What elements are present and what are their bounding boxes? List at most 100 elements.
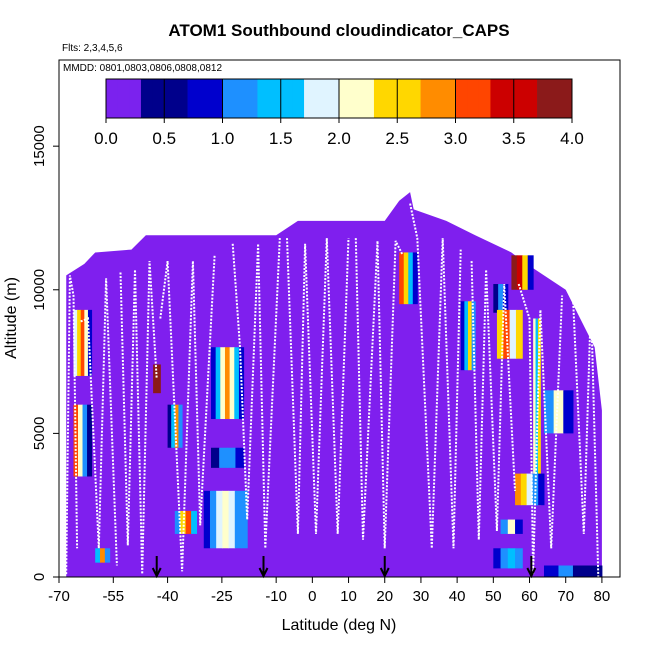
plot-area (65, 192, 603, 577)
colorbar-tick-label-1: 0.5 (152, 129, 176, 148)
colorbar-segment-11 (234, 79, 247, 118)
sonde-markers (151, 556, 537, 579)
x-tick-label-9: 40 (449, 588, 466, 605)
cloud-cell-2-1 (100, 548, 106, 563)
cloud-cell-8-0 (203, 490, 211, 549)
colorbar-segment-31 (467, 79, 480, 118)
x-axis-label: Latitude (deg N) (282, 617, 397, 634)
cloud-cell-19-1 (558, 565, 574, 577)
flight-track-2 (119, 261, 158, 575)
cloud-cell-17-2 (515, 519, 523, 534)
x-tick-label-6: 10 (340, 588, 357, 605)
colorbar-segment-10 (222, 79, 235, 118)
y-axis-label: Altitude (m) (3, 277, 20, 359)
background-coverage (66, 192, 602, 577)
colorbar-segment-6 (175, 79, 188, 118)
cloud-cell-8-5 (234, 490, 242, 549)
colorbar-segment-30 (455, 79, 468, 118)
colorbar-segment-13 (257, 79, 270, 118)
colorbar-tick-label-8: 4.0 (560, 129, 584, 148)
cloud-cell-7-1 (219, 447, 228, 468)
colorbar-segment-20 (339, 79, 352, 118)
cloud-cell-10-1 (464, 301, 469, 371)
cloud-cell-16-2 (507, 548, 516, 569)
cloud-cell-1-2 (82, 404, 88, 477)
colorbar-segment-17 (304, 79, 317, 118)
colorbar-tick-label-3: 1.5 (269, 129, 293, 148)
cloud-cell-9-1 (403, 252, 409, 305)
x-tick-label-1: -55 (102, 588, 124, 605)
flight-track-1 (80, 278, 118, 566)
colorbar-tick-label-0: 0.0 (94, 129, 118, 148)
cloud-cell-2-0 (95, 548, 101, 563)
x-tick-label-12: 70 (557, 588, 574, 605)
x-tick-label-4: -10 (265, 588, 287, 605)
cloud-cell-17-0 (500, 519, 509, 534)
cloud-cell-0-2 (80, 309, 85, 376)
cloud-cell-18-1 (553, 390, 564, 434)
colorbar-tick-label-6: 3.0 (444, 129, 468, 148)
cloud-cell-13-2 (522, 255, 529, 290)
cloud-cell-8-2 (216, 490, 223, 549)
cloud-cell-15-1 (520, 473, 528, 506)
cloud-cell-13-3 (527, 255, 534, 290)
flights-note: Flts: 2,3,4,5,6 (62, 43, 123, 54)
cloud-cell-14-2 (537, 318, 541, 506)
cloud-cell-10-2 (467, 301, 473, 371)
cloud-cell-4-1 (171, 404, 176, 448)
cloud-cell-6-4 (229, 347, 235, 420)
cloud-cell-9-3 (412, 252, 418, 305)
colorbar-segment-23 (373, 79, 386, 118)
colorbar-segment-38 (548, 79, 561, 118)
colorbar-segment-15 (280, 79, 293, 118)
colorbar-segment-19 (327, 79, 340, 118)
colorbar-segment-24 (385, 79, 398, 118)
colorbar-segment-26 (408, 79, 421, 118)
cloud-cell-12-0 (496, 309, 504, 359)
cloud-cell-15-2 (526, 473, 533, 506)
x-tick-label-11: 60 (521, 588, 538, 605)
x-axis: -70 -55 -40 -25 -10 0 10 20 30 40 50 60 70 80 (48, 577, 610, 605)
colorbar-segment-12 (245, 79, 258, 118)
colorbar-segment-39 (560, 79, 573, 118)
x-tick-label-0: -70 (48, 588, 70, 605)
colorbar-segment-36 (525, 79, 538, 118)
colorbar-segment-18 (315, 79, 328, 118)
cloud-cell-1-0 (73, 404, 79, 477)
colorbar-segment-37 (537, 79, 550, 118)
x-tick-label-5: 0 (308, 588, 316, 605)
cloud-cell-5-0 (174, 510, 181, 534)
cloud-cell-7-0 (211, 447, 220, 468)
cloud-cell-9-2 (408, 252, 414, 305)
cloud-cell-11-0 (493, 284, 499, 313)
colorbar-segment-21 (350, 79, 363, 118)
coverage-area (66, 192, 602, 577)
flight-track-7 (409, 203, 462, 549)
colorbar-segment-28 (432, 79, 445, 118)
cloud-cell-7-3 (235, 447, 245, 468)
cloud-cell-8-1 (209, 490, 217, 549)
cloud-cell-8-3 (222, 490, 230, 549)
flight-track-0 (65, 275, 79, 575)
colorbar-segment-1 (117, 79, 130, 118)
chart-title: ATOM1 Southbound cloudindicator_CAPS (168, 21, 509, 40)
colorbar-segment-8 (199, 79, 212, 118)
cloud-cell-13-0 (511, 255, 518, 290)
x-tick-label-3: -25 (211, 588, 233, 605)
colorbar-tick-label-5: 2.5 (385, 129, 409, 148)
colorbar-segment-0 (106, 79, 119, 118)
cloud-cell-19-3 (587, 565, 603, 577)
y-tick-label-3: 15000 (31, 125, 48, 167)
colorbar-segment-33 (490, 79, 503, 118)
colorbar-segment-22 (362, 79, 375, 118)
cloud-cell-6-1 (215, 347, 221, 420)
flight-track-5 (286, 238, 350, 534)
cloud-cell-6-2 (220, 347, 226, 420)
cloud-cell-8-6 (241, 490, 248, 549)
cloud-cell-0-3 (84, 309, 89, 376)
colorbar-tick-label-2: 1.0 (211, 129, 235, 148)
cloud-cell-14-1 (535, 318, 539, 506)
cloud-cell-6-5 (234, 347, 240, 420)
cloud-cell-7-2 (227, 447, 236, 468)
cloud-cell-12-3 (515, 309, 523, 359)
